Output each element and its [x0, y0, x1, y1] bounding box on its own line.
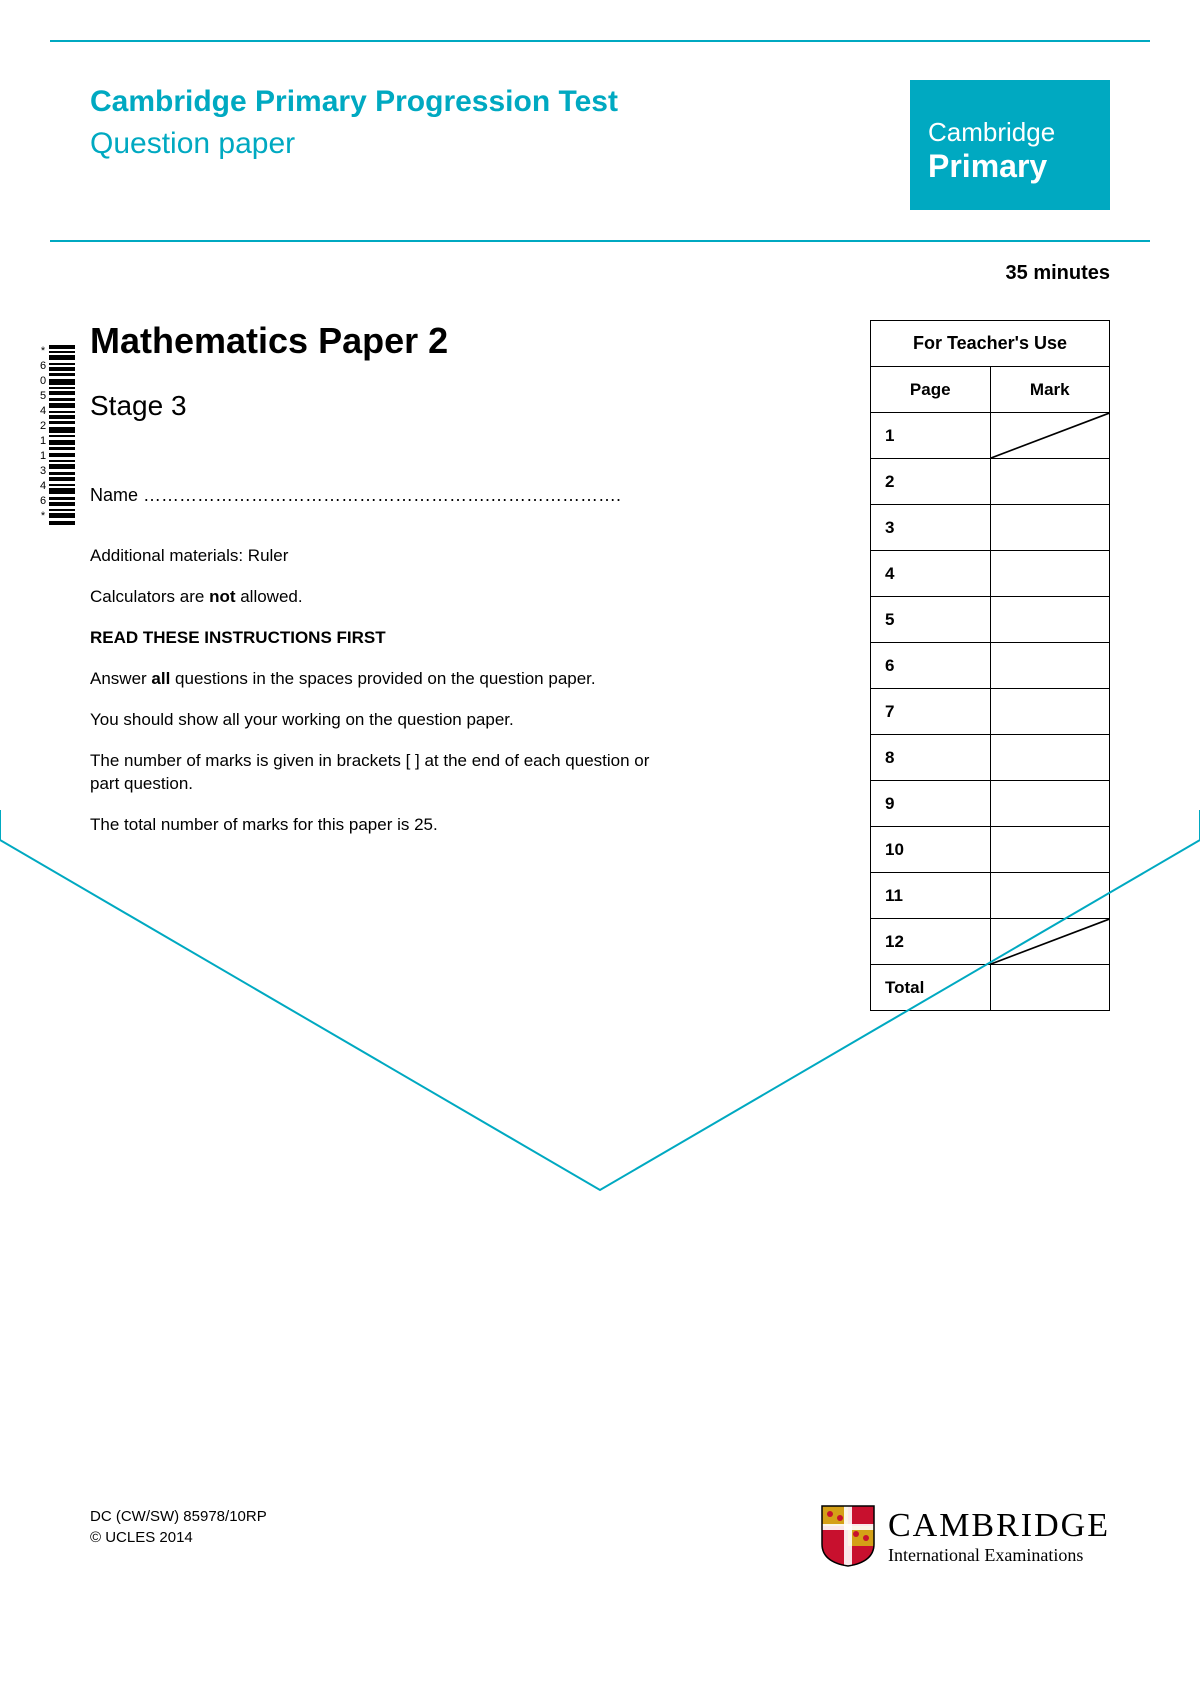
- name-field-label: Name ………………………………………………….………………….: [90, 485, 621, 506]
- working-line: You should show all your working on the …: [90, 709, 650, 732]
- footer-code-1: DC (CW/SW) 85978/10RP: [90, 1506, 267, 1527]
- cambridge-shield-icon: [820, 1504, 876, 1568]
- table-row-page: 9: [871, 781, 991, 827]
- table-row-mark: [990, 919, 1110, 965]
- table-row-mark: [990, 781, 1110, 827]
- calc-post: allowed.: [236, 587, 303, 606]
- logo-text-line2: International Examinations: [888, 1545, 1110, 1566]
- teacher-use-table: For Teacher's Use Page Mark 123456789101…: [870, 320, 1110, 1011]
- brand-line2: Primary: [928, 148, 1092, 185]
- table-row-page: 3: [871, 505, 991, 551]
- footer-code-2: © UCLES 2014: [90, 1527, 267, 1548]
- table-row-page: 8: [871, 735, 991, 781]
- table-row-mark: [990, 597, 1110, 643]
- paper-title: Mathematics Paper 2: [90, 320, 448, 362]
- materials-line: Additional materials: Ruler: [90, 545, 650, 568]
- answer-bold: all: [151, 669, 170, 688]
- table-row-mark: [990, 551, 1110, 597]
- table-row-page: 12: [871, 919, 991, 965]
- header-title-line1: Cambridge Primary Progression Test: [90, 85, 618, 119]
- calc-pre: Calculators are: [90, 587, 209, 606]
- table-row-mark: [990, 413, 1110, 459]
- total-line: The total number of marks for this paper…: [90, 814, 650, 837]
- table-row-mark: [990, 827, 1110, 873]
- barcode: *6054211346*: [35, 345, 75, 525]
- table-row-page: 5: [871, 597, 991, 643]
- calc-bold: not: [209, 587, 235, 606]
- calculators-line: Calculators are not allowed.: [90, 586, 650, 609]
- answer-pre: Answer: [90, 669, 151, 688]
- table-row-mark: [990, 643, 1110, 689]
- barcode-digits: *6054211346*: [37, 345, 48, 525]
- table-row-mark: [990, 735, 1110, 781]
- footer-codes: DC (CW/SW) 85978/10RP © UCLES 2014: [90, 1506, 267, 1548]
- table-row-page: 2: [871, 459, 991, 505]
- col-page-header: Page: [871, 367, 991, 413]
- table-row-page: 11: [871, 873, 991, 919]
- stage-label: Stage 3: [90, 390, 187, 422]
- duration-label: 35 minutes: [1006, 262, 1110, 285]
- logo-text-line1: CAMBRIDGE: [888, 1507, 1110, 1545]
- table-row-mark: [990, 689, 1110, 735]
- table-row-page: 1: [871, 413, 991, 459]
- brand-box: Cambridge Primary: [910, 80, 1110, 210]
- read-first-heading: READ THESE INSTRUCTIONS FIRST: [90, 627, 650, 650]
- answer-line: Answer all questions in the spaces provi…: [90, 668, 650, 691]
- instructions-block: Additional materials: Ruler Calculators …: [90, 545, 650, 855]
- header-title-block: Cambridge Primary Progression Test Quest…: [90, 85, 618, 161]
- logo-text-block: CAMBRIDGE International Examinations: [888, 1507, 1110, 1566]
- table-row-mark: [990, 873, 1110, 919]
- teacher-table-title: For Teacher's Use: [871, 321, 1110, 367]
- header-title-line2: Question paper: [90, 127, 618, 161]
- table-row-page: 7: [871, 689, 991, 735]
- top-rule: [50, 40, 1150, 42]
- footer-logo: CAMBRIDGE International Examinations: [820, 1504, 1110, 1568]
- table-row-page: 10: [871, 827, 991, 873]
- brand-line1: Cambridge: [928, 117, 1092, 148]
- table-row-mark: [990, 505, 1110, 551]
- table-row-page: 4: [871, 551, 991, 597]
- table-row-page: 6: [871, 643, 991, 689]
- marks-line: The number of marks is given in brackets…: [90, 750, 650, 796]
- col-mark-header: Mark: [990, 367, 1110, 413]
- mid-rule: [50, 240, 1150, 242]
- table-row-mark: [990, 459, 1110, 505]
- total-row-mark: [990, 965, 1110, 1011]
- answer-post: questions in the spaces provided on the …: [170, 669, 595, 688]
- total-row-label: Total: [871, 965, 991, 1011]
